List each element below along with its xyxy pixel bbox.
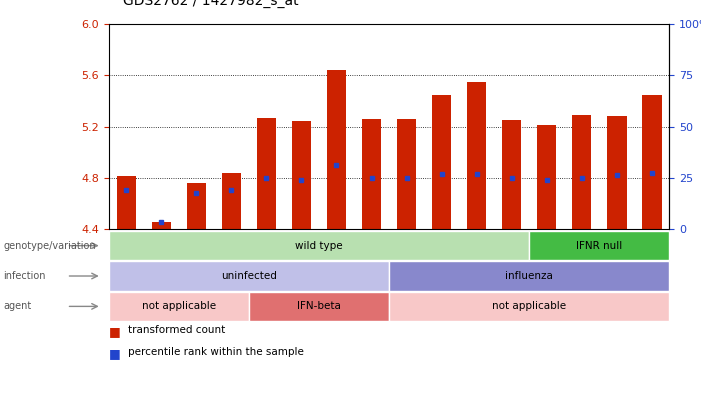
Text: IFN-beta: IFN-beta: [297, 301, 341, 311]
Bar: [116, 177, 136, 229]
Bar: [642, 95, 662, 229]
Bar: [389, 292, 669, 321]
Text: influenza: influenza: [505, 271, 553, 281]
Text: not applicable: not applicable: [492, 301, 566, 311]
Text: transformed count: transformed count: [128, 325, 226, 335]
Text: not applicable: not applicable: [142, 301, 216, 311]
Text: IFNR null: IFNR null: [576, 241, 622, 251]
Text: percentile rank within the sample: percentile rank within the sample: [128, 347, 304, 358]
Text: uninfected: uninfected: [221, 271, 277, 281]
Text: ■: ■: [109, 347, 121, 360]
Text: wild type: wild type: [295, 241, 343, 251]
Bar: [327, 70, 346, 229]
Bar: [362, 119, 381, 229]
Text: genotype/variation: genotype/variation: [4, 241, 96, 251]
Bar: [397, 119, 416, 229]
Text: ■: ■: [109, 325, 121, 338]
Bar: [607, 116, 627, 229]
Bar: [432, 95, 451, 229]
Bar: [249, 292, 389, 321]
Bar: [572, 115, 592, 229]
Bar: [109, 261, 389, 291]
Bar: [222, 173, 241, 229]
Bar: [467, 82, 486, 229]
Bar: [109, 231, 529, 260]
Bar: [151, 222, 171, 229]
Bar: [389, 261, 669, 291]
Text: agent: agent: [4, 301, 32, 311]
Bar: [109, 292, 249, 321]
Bar: [186, 183, 206, 229]
Bar: [292, 122, 311, 229]
Bar: [502, 120, 522, 229]
Text: infection: infection: [4, 271, 46, 281]
Text: GDS2762 / 1427982_s_at: GDS2762 / 1427982_s_at: [123, 0, 299, 8]
Bar: [529, 231, 669, 260]
Bar: [537, 125, 557, 229]
Bar: [257, 117, 276, 229]
